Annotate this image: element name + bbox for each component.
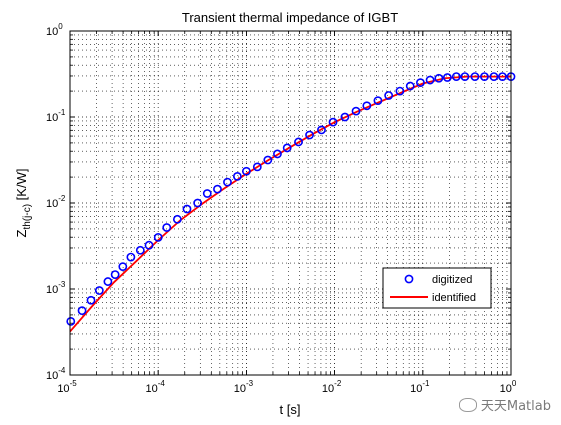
digitized-point <box>86 295 96 305</box>
digitized-point <box>328 117 338 127</box>
y-tick-labels: 10-4 10-3 10-2 10-1 100 <box>46 22 66 382</box>
y-tick-label: 10-2 <box>46 194 66 210</box>
x-tick-label: 10-2 <box>322 379 342 395</box>
digitized-point <box>434 73 444 83</box>
legend-label-digitized: digitized <box>432 274 472 286</box>
x-axis-label: t [s] <box>280 402 301 417</box>
digitized-point <box>202 189 212 198</box>
digitized-point <box>305 130 314 140</box>
watermark: 天天Matlab <box>458 395 551 414</box>
y-tick-label: 100 <box>46 22 63 38</box>
x-tick-labels: 10-5 10-4 10-3 10-2 10-1 100 <box>57 379 517 395</box>
digitized-point <box>480 72 489 81</box>
digitized-point <box>442 73 452 82</box>
digitized-point <box>144 240 154 250</box>
digitized-point <box>294 137 303 147</box>
digitized-point <box>110 270 120 280</box>
plot-frame <box>69 30 512 376</box>
digitized-point <box>405 81 415 91</box>
digitized-point <box>232 171 242 181</box>
x-tick-label: 10-3 <box>234 379 254 395</box>
digitized-point <box>252 162 262 172</box>
digitized-point <box>135 245 145 255</box>
digitized-point <box>223 177 232 187</box>
legend-marker-digitized <box>404 274 414 284</box>
data-series <box>66 72 516 333</box>
digitized-point <box>162 223 172 232</box>
digitized-point <box>416 78 425 88</box>
digitized-point <box>126 252 136 262</box>
wechat-icon <box>458 397 477 412</box>
y-axis-label-unit: [K/W] <box>14 169 29 204</box>
y-axis-label-subscript: th(j-c) <box>22 204 33 230</box>
digitized-point <box>489 72 499 81</box>
digitized-point <box>451 72 461 81</box>
digitized-point <box>362 101 372 111</box>
y-tick-label: 10-4 <box>46 366 66 382</box>
digitized-point <box>241 166 251 176</box>
digitized-point <box>94 286 104 295</box>
digitized-point <box>470 72 480 81</box>
digitized-point <box>153 233 163 242</box>
digitized-point <box>77 306 87 316</box>
digitized-point <box>425 75 435 85</box>
chart-title: Transient thermal impedance of IGBT <box>182 10 398 25</box>
x-tick-label: 100 <box>500 379 517 395</box>
watermark-text: 天天Matlab <box>480 399 551 414</box>
x-tick-label: 10-4 <box>146 379 166 395</box>
digitized-point <box>213 184 222 194</box>
digitized-point <box>351 106 361 116</box>
legend: digitized identified <box>382 267 492 309</box>
digitized-point <box>373 96 383 106</box>
x-tick-label: 10-5 <box>57 379 77 395</box>
digitized-point <box>193 198 203 208</box>
digitized-point <box>340 112 350 122</box>
y-tick-label: 10-1 <box>46 108 66 124</box>
x-tick-label: 10-1 <box>410 379 430 395</box>
legend-label-identified: identified <box>432 292 476 304</box>
digitized-point <box>498 72 507 81</box>
digitized-point <box>263 155 273 165</box>
digitized-point <box>395 86 405 96</box>
legend-box <box>382 267 492 309</box>
digitized-point <box>273 149 282 159</box>
y-tick-label: 10-3 <box>46 280 66 296</box>
digitized-point <box>460 72 470 81</box>
digitized-point <box>282 143 292 153</box>
y-axis-label-symbol: Z <box>14 229 29 237</box>
digitized-point <box>118 262 128 272</box>
digitized-point <box>66 317 76 326</box>
y-axis-label: Zth(j-c) [K/W] <box>14 169 33 238</box>
digitized-point <box>182 204 192 214</box>
digitized-point <box>384 91 394 100</box>
digitized-point <box>103 277 113 286</box>
digitized-point <box>172 214 182 224</box>
digitized-point <box>317 125 326 135</box>
